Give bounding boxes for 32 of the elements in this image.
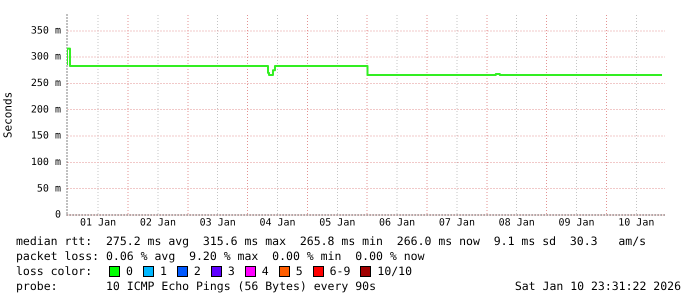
- y-tick-label: 200 m: [30, 104, 61, 116]
- y-tick-label: 300 m: [30, 52, 61, 63]
- text: packet loss: 0.06 % avg 9.20 % max 0.00 % min 0.00 % now: [16, 249, 426, 264]
- x-tick-label: 09 Jan: [558, 218, 595, 229]
- x-tick-label: 02 Jan: [140, 218, 176, 229]
- y-tick-label: 250 m: [30, 78, 61, 90]
- text: 5: [296, 264, 303, 279]
- text: 6-9: [330, 264, 350, 279]
- x-tick-label: 03 Jan: [200, 218, 236, 229]
- text: loss color:: [16, 264, 94, 279]
- x-tick-label: 04 Jan: [259, 218, 296, 229]
- text: 2: [194, 264, 201, 279]
- x-tick-label: 01 Jan: [80, 218, 116, 229]
- y-tick-label: 350 m: [30, 25, 61, 36]
- text: median rtt: 275.2 ms avg 315.6 ms max 265.8 ms min 266.0 ms now 9.1 ms sd 30.3 am/s: [16, 234, 648, 249]
- y-axis-title: Seconds: [1, 92, 14, 138]
- y-tick-label: 50 m: [36, 183, 61, 194]
- y-tick-label: 150 m: [30, 130, 61, 142]
- text: probe: 10 ICMP Echo Pings (56 Bytes) every 90s: [16, 279, 376, 294]
- x-tick-label: 08 Jan: [498, 218, 535, 229]
- y-tick-label: 100 m: [30, 156, 61, 168]
- x-tick-label: 10 Jan: [618, 218, 654, 229]
- x-tick-label: 05 Jan: [319, 218, 356, 229]
- text: 0: [126, 264, 133, 279]
- text: Sat Jan 10 23:31:22 2026: [514, 279, 681, 294]
- x-tick-label: 06 Jan: [379, 218, 416, 229]
- y-tick-label: 0: [54, 210, 61, 221]
- x-tick-label: 07 Jan: [438, 218, 475, 229]
- text: 1: [160, 264, 167, 279]
- text: 10/10: [377, 264, 412, 279]
- text: 4: [262, 264, 269, 279]
- text: 3: [228, 264, 235, 279]
